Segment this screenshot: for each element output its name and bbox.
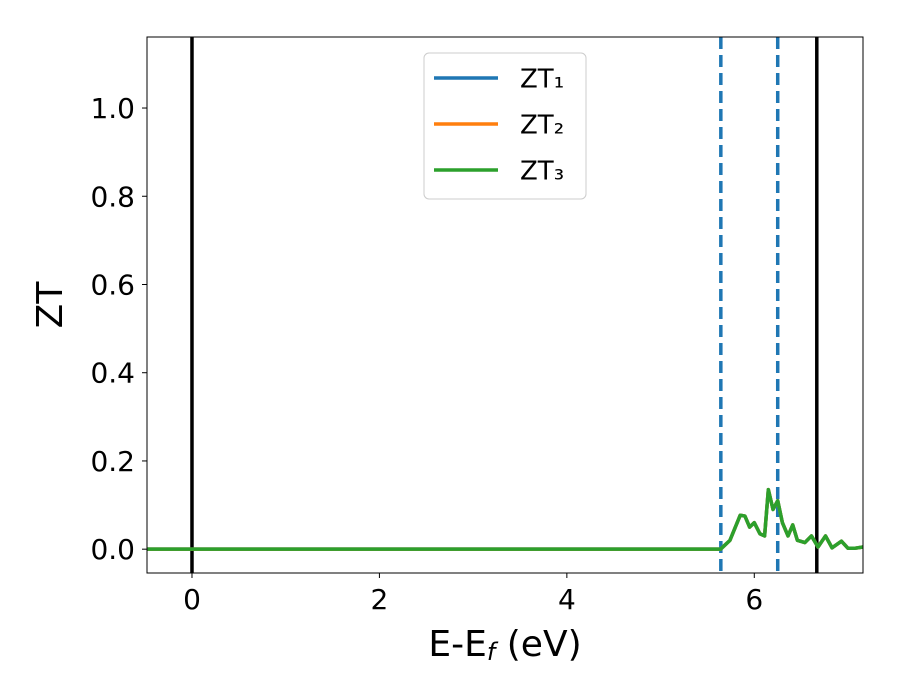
legend-box	[423, 52, 587, 200]
y-tick-label: 1.0	[90, 92, 135, 125]
x-tick-label: 4	[558, 583, 576, 616]
x-axis-label-part: E-E	[428, 624, 486, 665]
x-tick-label: 0	[183, 583, 201, 616]
series-line	[147, 487, 864, 551]
y-tick-label: 0.0	[90, 533, 135, 566]
legend-label: ZT₂	[520, 111, 564, 141]
x-axis-label-part: (eV)	[495, 624, 581, 665]
y-tick-label: 0.8	[90, 180, 135, 213]
y-tick-label: 0.6	[90, 268, 135, 301]
y-tick-label: 0.4	[90, 357, 135, 390]
legend-label: ZT₃	[520, 157, 564, 187]
x-tick-label: 6	[745, 583, 763, 616]
series-line	[147, 487, 864, 551]
y-axis-label: ZT	[30, 281, 71, 329]
legend-label: ZT₁	[520, 65, 564, 95]
plot-frame	[146, 36, 864, 574]
y-tick-label: 0.2	[90, 445, 135, 478]
x-axis-label: E-Ef (eV)	[428, 624, 581, 666]
x-tick-label: 2	[371, 583, 389, 616]
series-line	[147, 487, 864, 551]
